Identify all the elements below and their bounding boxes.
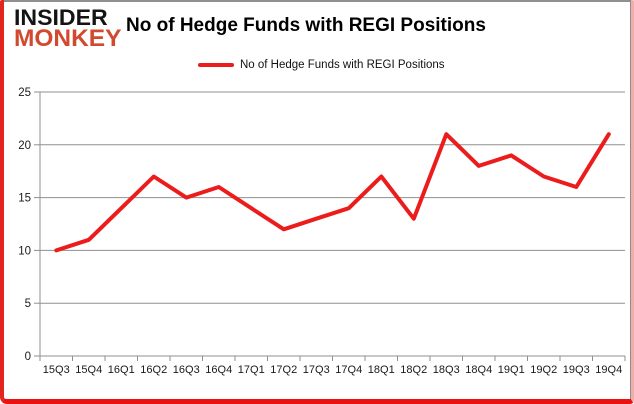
legend: No of Hedge Funds with REGI Positions: [198, 59, 445, 71]
y-tick-label: 20: [18, 140, 31, 152]
x-tick-label: 19Q1: [498, 364, 525, 376]
x-tick-label: 16Q2: [140, 364, 167, 376]
x-tick-label: 17Q3: [303, 364, 330, 376]
y-tick-label: 10: [18, 245, 31, 257]
x-tick-label: 17Q4: [335, 364, 362, 376]
y-tick-label: 0: [25, 351, 31, 363]
line-chart: 0 5 10 15 20 25 15Q3 15Q4 16Q1 16Q2 16Q3 16Q4 17Q1 17…: [18, 87, 626, 376]
y-tick-label: 15: [18, 193, 31, 205]
x-tick-label: 16Q1: [108, 364, 135, 376]
x-tick-label: 19Q3: [563, 364, 590, 376]
legend-label: No of Hedge Funds with REGI Positions: [240, 59, 445, 71]
x-tick-label: 17Q1: [238, 364, 265, 376]
x-tick-label: 18Q4: [465, 364, 492, 376]
insider-monkey-logo: INSIDER MONKEY: [14, 7, 122, 52]
x-tick-label: 15Q3: [43, 364, 70, 376]
logo-insider-text: INSIDER: [14, 5, 108, 30]
x-tick-label: 16Q4: [205, 364, 232, 376]
y-tick-label: 5: [25, 298, 31, 310]
x-tick-label: 15Q4: [75, 364, 102, 376]
legend-line-swatch: [198, 63, 234, 67]
y-tick-label: 25: [18, 87, 31, 99]
x-tick-label: 17Q2: [270, 364, 297, 376]
x-tick-label: 18Q2: [400, 364, 427, 376]
chart-title: No of Hedge Funds with REGI Positions: [126, 15, 486, 36]
series-line: [54, 132, 611, 253]
x-tick-label: 19Q2: [530, 364, 557, 376]
logo-monkey-text: MONKEY: [14, 25, 122, 52]
x-tick-label: 18Q3: [433, 364, 460, 376]
x-tick-label: 18Q1: [368, 364, 395, 376]
chart-surface: INSIDER MONKEY No of Hedge Funds with RE…: [4, 0, 631, 399]
x-tick-label: 19Q4: [595, 364, 622, 376]
x-tick-label: 16Q3: [173, 364, 200, 376]
